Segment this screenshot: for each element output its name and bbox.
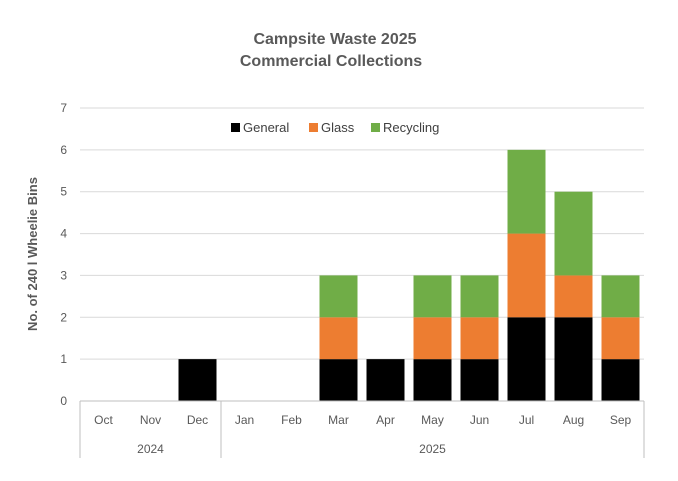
bar-recycling-jul [507, 149, 546, 234]
x-tick-label: Apr [376, 413, 395, 427]
bar-recycling-aug [554, 191, 593, 276]
x-tick-label: Aug [563, 413, 584, 427]
x-tick-label: Nov [140, 413, 161, 427]
bar-recycling-mar [319, 275, 358, 318]
y-tick-label: 1 [60, 352, 67, 366]
y-tick-label: 4 [60, 227, 67, 241]
y-tick-label: 6 [60, 143, 67, 157]
legend-label-recycling: Recycling [383, 120, 439, 135]
x-tick-label: Mar [328, 413, 349, 427]
bar-general-mar [319, 359, 358, 401]
legend-label-glass: Glass [321, 120, 355, 135]
x-tick-label: Jan [235, 413, 254, 427]
legend-label-general: General [243, 120, 289, 135]
bar-glass-jul [507, 233, 546, 318]
y-tick-label: 0 [60, 394, 67, 408]
y-tick-label: 5 [60, 185, 67, 199]
x-tick-label: May [421, 413, 444, 427]
bar-general-jun [460, 359, 499, 401]
bar-glass-sep [601, 317, 640, 360]
x-tick-label: Jul [519, 413, 534, 427]
y-tick-label: 2 [60, 310, 67, 324]
bar-glass-aug [554, 275, 593, 318]
x-group-label: 2024 [137, 442, 164, 456]
bar-general-sep [601, 359, 640, 401]
bar-general-apr [366, 359, 405, 401]
chart-title-line-1: Campsite Waste 2025 [253, 31, 416, 48]
bar-glass-jun [460, 317, 499, 360]
bar-general-aug [554, 317, 593, 401]
y-tick-label: 3 [60, 268, 67, 282]
x-tick-label: Feb [281, 413, 302, 427]
legend-swatch-glass [309, 123, 318, 132]
legend-swatch-general [231, 123, 240, 132]
bar-recycling-may [413, 275, 452, 318]
bar-general-may [413, 359, 452, 401]
bar-recycling-jun [460, 275, 499, 318]
y-tick-label: 7 [60, 101, 67, 115]
x-group-label: 2025 [419, 442, 446, 456]
chart-title-line-2: Commercial Collections [240, 53, 422, 70]
bar-general-jul [507, 317, 546, 401]
x-tick-label: Dec [187, 413, 208, 427]
bar-general-dec [178, 359, 217, 401]
x-tick-label: Oct [94, 413, 113, 427]
x-tick-label: Sep [610, 413, 632, 427]
bar-glass-may [413, 317, 452, 360]
x-tick-label: Jun [470, 413, 489, 427]
y-axis-label: No. of 240 l Wheelie Bins [25, 177, 40, 331]
legend-swatch-recycling [371, 123, 380, 132]
bar-recycling-sep [601, 275, 640, 318]
bar-glass-mar [319, 317, 358, 360]
